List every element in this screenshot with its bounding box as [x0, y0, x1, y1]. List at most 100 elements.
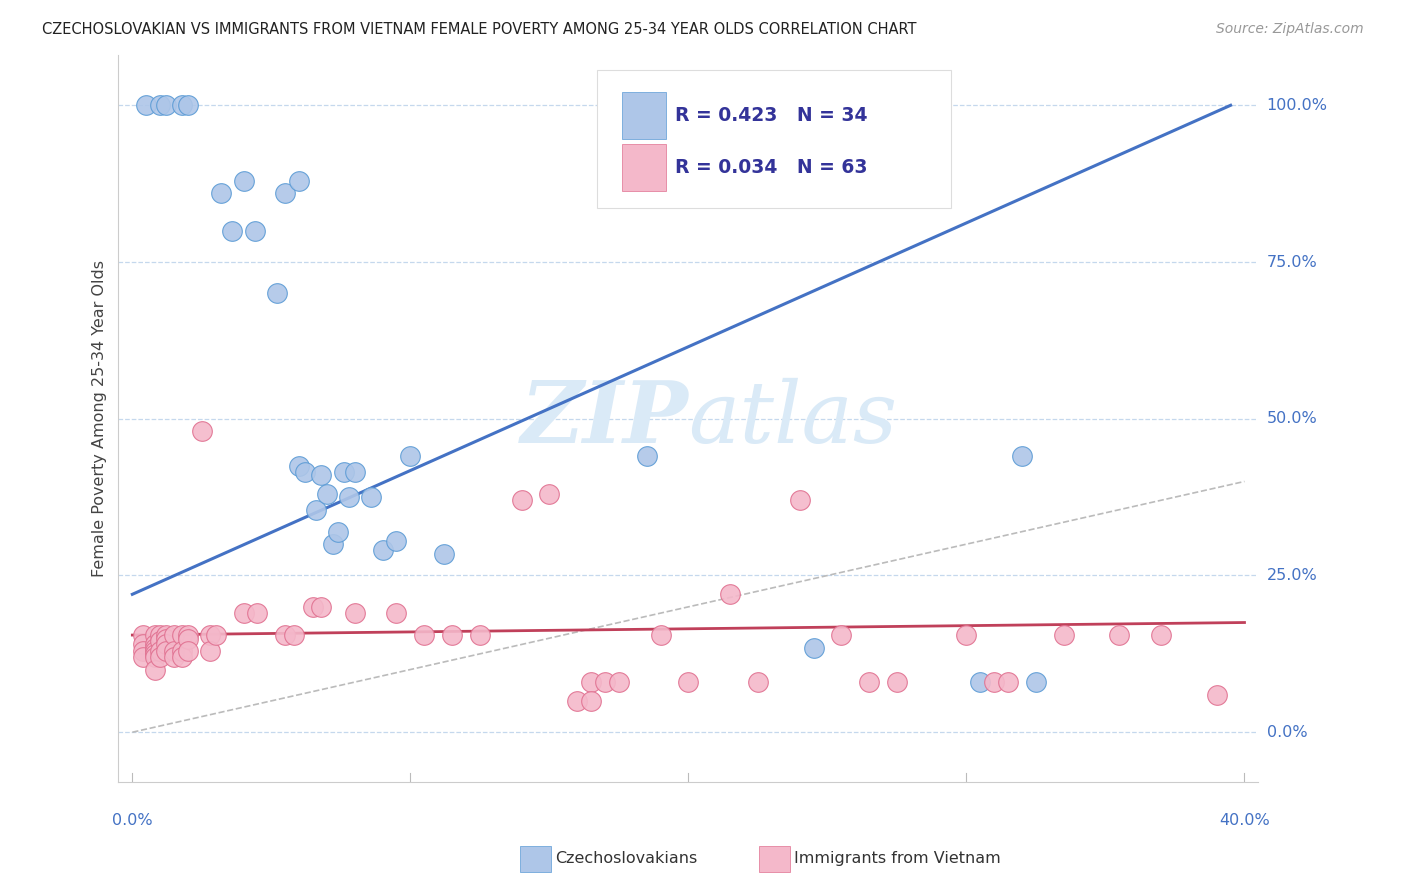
- Point: [288, 458, 311, 473]
- Point: [132, 644, 155, 658]
- Point: [650, 628, 672, 642]
- Point: [198, 628, 221, 642]
- Point: [221, 224, 243, 238]
- FancyBboxPatch shape: [598, 70, 950, 208]
- Point: [1205, 688, 1227, 702]
- Point: [155, 632, 177, 647]
- Point: [983, 675, 1005, 690]
- Point: [337, 490, 360, 504]
- Point: [371, 543, 394, 558]
- Point: [636, 450, 658, 464]
- Point: [163, 644, 186, 658]
- Point: [1025, 675, 1047, 690]
- Text: Immigrants from Vietnam: Immigrants from Vietnam: [794, 852, 1001, 866]
- Point: [305, 502, 328, 516]
- Point: [204, 628, 226, 642]
- Point: [155, 644, 177, 658]
- Point: [567, 694, 589, 708]
- Point: [332, 465, 354, 479]
- Point: [143, 640, 166, 655]
- Text: R = 0.034   N = 63: R = 0.034 N = 63: [675, 159, 868, 178]
- Point: [172, 650, 194, 665]
- Text: 50.0%: 50.0%: [1267, 411, 1317, 426]
- Point: [172, 644, 194, 658]
- Point: [1053, 628, 1076, 642]
- Point: [172, 98, 194, 112]
- Point: [243, 224, 266, 238]
- Point: [209, 186, 232, 200]
- Point: [311, 599, 333, 614]
- Point: [858, 675, 880, 690]
- Point: [830, 628, 852, 642]
- Point: [246, 606, 269, 620]
- Point: [143, 637, 166, 651]
- Text: ZIP: ZIP: [520, 377, 689, 460]
- Point: [143, 647, 166, 661]
- Point: [678, 675, 700, 690]
- Point: [510, 493, 533, 508]
- Point: [143, 628, 166, 642]
- Point: [1011, 450, 1033, 464]
- Point: [886, 675, 908, 690]
- Text: Source: ZipAtlas.com: Source: ZipAtlas.com: [1216, 22, 1364, 37]
- Point: [132, 628, 155, 642]
- Point: [149, 634, 172, 648]
- Point: [132, 650, 155, 665]
- Point: [177, 628, 200, 642]
- Point: [294, 465, 316, 479]
- Point: [177, 632, 200, 647]
- Point: [149, 650, 172, 665]
- Point: [343, 465, 366, 479]
- Point: [177, 98, 200, 112]
- Point: [360, 490, 382, 504]
- FancyBboxPatch shape: [623, 144, 665, 191]
- Point: [607, 675, 630, 690]
- Text: CZECHOSLOVAKIAN VS IMMIGRANTS FROM VIETNAM FEMALE POVERTY AMONG 25-34 YEAR OLDS : CZECHOSLOVAKIAN VS IMMIGRANTS FROM VIETN…: [42, 22, 917, 37]
- Point: [155, 628, 177, 642]
- Point: [441, 628, 464, 642]
- Point: [433, 547, 456, 561]
- Point: [266, 286, 288, 301]
- Point: [579, 694, 602, 708]
- Point: [789, 493, 811, 508]
- Point: [198, 644, 221, 658]
- Point: [143, 663, 166, 677]
- Point: [718, 587, 741, 601]
- Point: [172, 628, 194, 642]
- Text: 40.0%: 40.0%: [1219, 813, 1270, 828]
- Point: [163, 650, 186, 665]
- Point: [322, 537, 344, 551]
- Point: [155, 98, 177, 112]
- Point: [143, 650, 166, 665]
- Text: 100.0%: 100.0%: [1267, 98, 1327, 112]
- Point: [132, 637, 155, 651]
- Point: [274, 628, 297, 642]
- Point: [413, 628, 436, 642]
- Point: [385, 534, 408, 549]
- Point: [163, 628, 186, 642]
- Point: [955, 628, 977, 642]
- Point: [316, 487, 339, 501]
- Point: [1150, 628, 1173, 642]
- Point: [135, 98, 157, 112]
- Point: [311, 468, 333, 483]
- FancyBboxPatch shape: [623, 92, 665, 139]
- Point: [302, 599, 325, 614]
- Text: Czechoslovakians: Czechoslovakians: [555, 852, 697, 866]
- Text: 0.0%: 0.0%: [112, 813, 153, 828]
- Point: [1108, 628, 1130, 642]
- Text: 75.0%: 75.0%: [1267, 254, 1317, 269]
- Point: [385, 606, 408, 620]
- Point: [900, 179, 922, 194]
- Text: 25.0%: 25.0%: [1267, 568, 1317, 583]
- Point: [678, 186, 700, 200]
- Point: [343, 606, 366, 620]
- Point: [747, 675, 769, 690]
- Point: [593, 675, 616, 690]
- Point: [177, 644, 200, 658]
- Point: [155, 637, 177, 651]
- Point: [803, 640, 825, 655]
- Point: [288, 173, 311, 187]
- Point: [149, 644, 172, 658]
- Point: [149, 628, 172, 642]
